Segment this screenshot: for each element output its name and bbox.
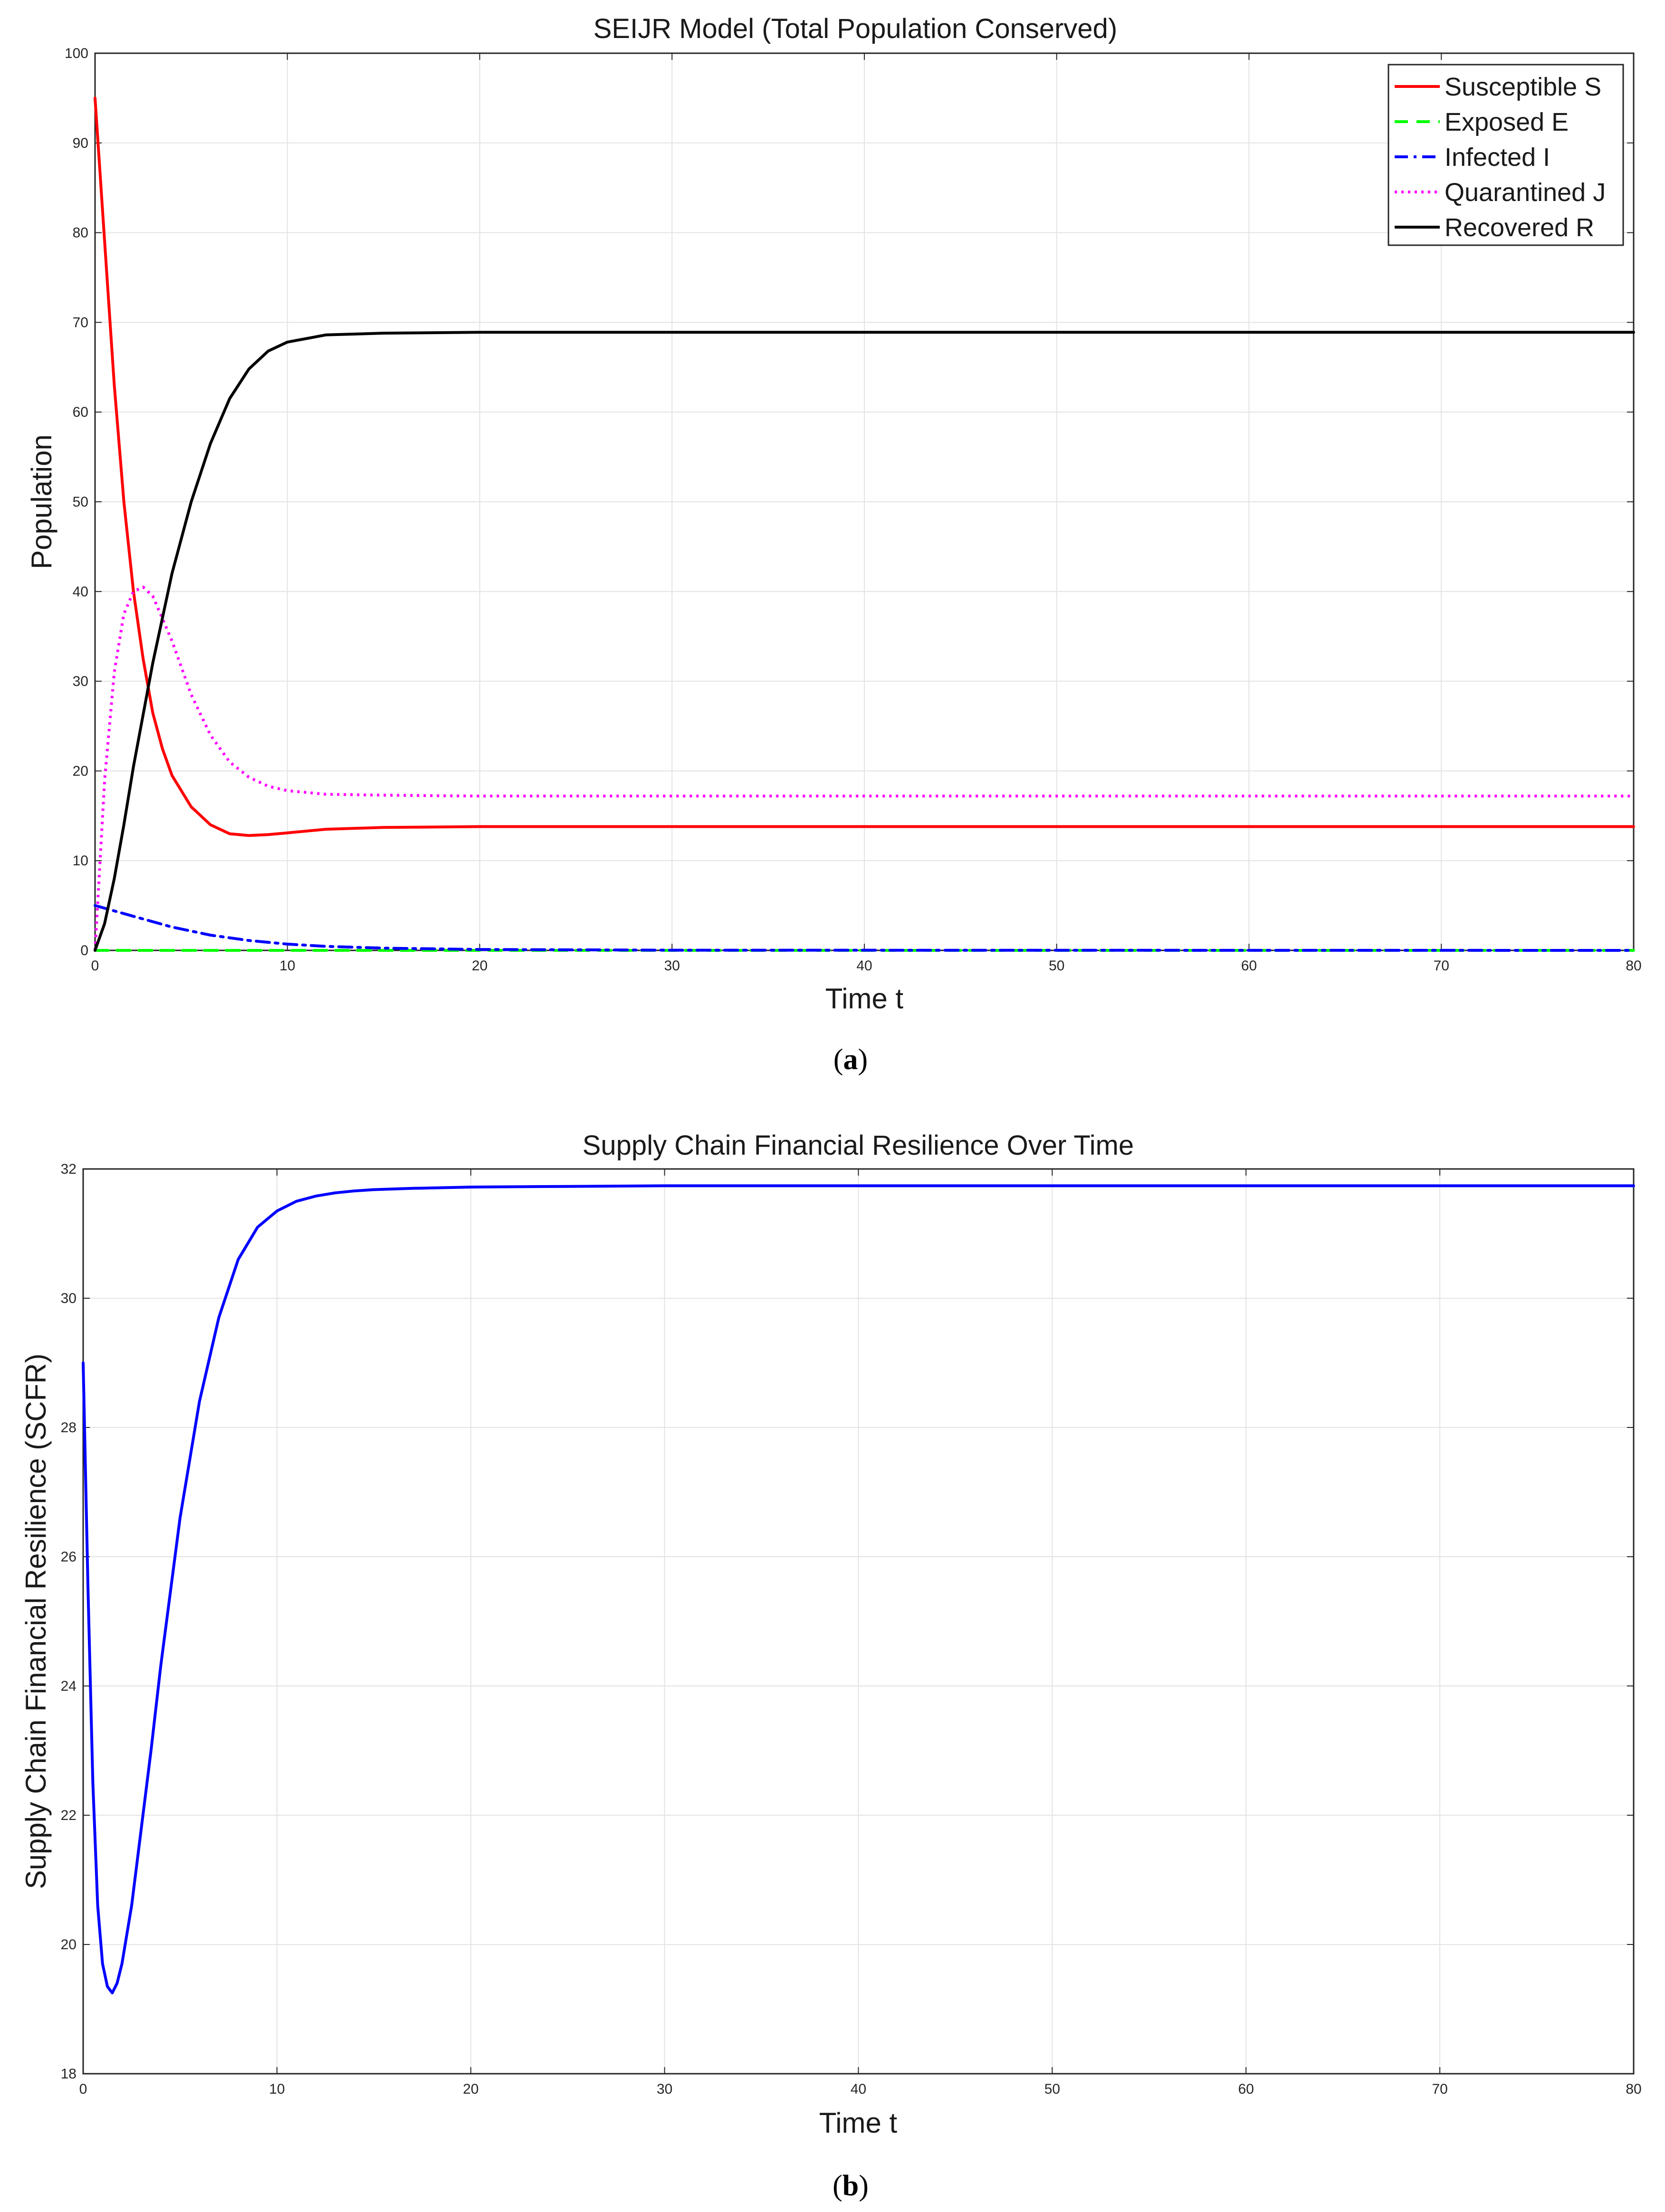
y-tick-label: 30 bbox=[61, 1291, 77, 1306]
legend-box bbox=[1388, 64, 1624, 246]
chart-title: SEIJR Model (Total Population Conserved) bbox=[593, 13, 1118, 44]
y-tick-label: 26 bbox=[61, 1549, 77, 1565]
y-tick-label: 22 bbox=[61, 1808, 77, 1823]
legend: Susceptible S Exposed E Infected I Quaranti… bbox=[1388, 64, 1624, 246]
legend-label-1: Exposed E bbox=[1445, 108, 1569, 136]
x-tick-labels: 0 10 20 30 40 50 60 70 80 bbox=[91, 53, 1642, 974]
x-tick-label: 30 bbox=[664, 958, 680, 974]
grid bbox=[95, 53, 1634, 950]
x-tick-label: 50 bbox=[1049, 958, 1064, 974]
chart-seijr: SEIJR Model (Total Population Conserved)… bbox=[26, 13, 1642, 1076]
y-tick-label: 10 bbox=[73, 853, 88, 869]
legend-label-0: Susceptible S bbox=[1445, 73, 1601, 101]
x-tick-label: 80 bbox=[1626, 2081, 1641, 2097]
y-axis-label: Population bbox=[26, 434, 57, 569]
y-tick-label: 90 bbox=[73, 135, 88, 151]
legend-label-3: Quarantined J bbox=[1445, 178, 1606, 207]
series-line-4 bbox=[94, 331, 1635, 952]
x-tick-label: 0 bbox=[79, 2081, 87, 2097]
series-line-3 bbox=[94, 585, 1634, 951]
series-line-2 bbox=[94, 904, 1635, 952]
x-tick-label: 60 bbox=[1241, 958, 1257, 974]
y-tick-label: 24 bbox=[61, 1678, 77, 1694]
x-tick-label: 60 bbox=[1238, 2081, 1254, 2097]
x-tick-label: 30 bbox=[657, 2081, 672, 2097]
y-tick-label: 50 bbox=[73, 494, 88, 510]
y-tick-labels: 0 10 20 30 40 50 60 70 80 90 100 bbox=[65, 46, 1634, 958]
y-tick-label: 40 bbox=[73, 584, 88, 600]
series-lines bbox=[94, 96, 1635, 952]
caption-close: ) bbox=[859, 2170, 869, 2202]
legend-label-2: Infected I bbox=[1445, 143, 1550, 172]
series-line-0 bbox=[94, 96, 1635, 837]
x-tick-label: 10 bbox=[269, 2081, 285, 2097]
y-tick-label: 18 bbox=[61, 2066, 77, 2082]
grid bbox=[83, 1169, 1634, 2074]
x-tick-labels: 0 10 20 30 40 50 60 70 80 bbox=[79, 1169, 1642, 2097]
x-tick-label: 80 bbox=[1626, 958, 1641, 974]
x-tick-label: 0 bbox=[91, 958, 99, 974]
x-tick-label: 10 bbox=[279, 958, 295, 974]
y-axis-label: Supply Chain Financial Resilience (SCFR) bbox=[20, 1353, 52, 1889]
y-tick-label: 30 bbox=[73, 674, 88, 689]
x-axis-label: Time t bbox=[825, 983, 904, 1015]
y-tick-label: 0 bbox=[80, 943, 88, 958]
caption-open: ( bbox=[833, 1044, 843, 1076]
caption-letter: b bbox=[842, 2170, 859, 2202]
series-line-0 bbox=[82, 1184, 1635, 1994]
x-axis-label: Time t bbox=[819, 2107, 898, 2139]
chart-scfr: Supply Chain Financial Resilience Over T… bbox=[20, 1130, 1642, 2202]
caption-b: (b) bbox=[832, 2170, 869, 2202]
x-tick-label: 20 bbox=[472, 958, 488, 974]
y-tick-labels: 18 20 22 24 26 28 30 32 bbox=[61, 1161, 1634, 2082]
x-tick-label: 70 bbox=[1434, 958, 1449, 974]
caption-letter: a bbox=[843, 1044, 858, 1076]
y-tick-label: 28 bbox=[61, 1420, 77, 1436]
x-tick-label: 70 bbox=[1432, 2081, 1447, 2097]
x-tick-label: 40 bbox=[851, 2081, 866, 2097]
y-tick-label: 60 bbox=[73, 404, 88, 420]
x-tick-label: 40 bbox=[856, 958, 872, 974]
series-lines bbox=[82, 1184, 1635, 1994]
x-tick-label: 50 bbox=[1044, 2081, 1060, 2097]
caption-a: (a) bbox=[833, 1044, 868, 1076]
x-tick-label: 20 bbox=[463, 2081, 478, 2097]
caption-open: ( bbox=[832, 2170, 842, 2202]
y-tick-label: 32 bbox=[61, 1161, 77, 1177]
y-tick-label: 100 bbox=[65, 46, 88, 61]
y-tick-label: 80 bbox=[73, 225, 88, 241]
caption-close: ) bbox=[858, 1044, 868, 1076]
legend-entries: Susceptible S Exposed E Infected I Quaranti… bbox=[1395, 73, 1606, 242]
y-tick-label: 20 bbox=[73, 763, 88, 779]
chart-title: Supply Chain Financial Resilience Over T… bbox=[583, 1130, 1134, 1161]
legend-label-4: Recovered R bbox=[1445, 213, 1594, 242]
y-tick-label: 70 bbox=[73, 315, 88, 330]
y-tick-label: 20 bbox=[61, 1937, 77, 1953]
